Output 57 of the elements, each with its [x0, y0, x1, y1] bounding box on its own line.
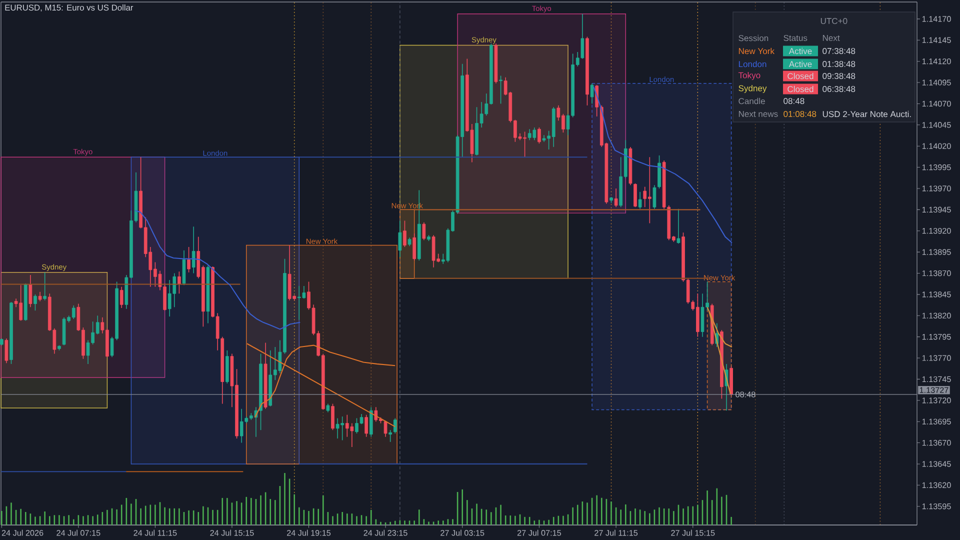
y-tick-label: 1.14095 [922, 80, 951, 86]
x-tick-label: 27 Jul 07:15 [517, 530, 562, 536]
x-tick-label: 24 Jul 23:15 [364, 530, 408, 536]
y-tick-label: 1.13620 [922, 482, 951, 488]
y-tick-label: 1.14145 [922, 37, 951, 43]
annotation: Sydney [738, 85, 767, 93]
annotation: Active [788, 60, 812, 68]
annotation: 08:48 [784, 98, 804, 104]
annotation: Closed [788, 86, 814, 92]
y-tick-label: 1.13845 [922, 292, 951, 298]
y-tick-label: 1.13995 [922, 164, 951, 170]
y-tick-label: 1.13795 [922, 334, 951, 340]
y-tick-label: 1.13770 [922, 355, 951, 361]
y-tick-label: 1.13645 [922, 461, 951, 467]
y-tick-label: 1.14020 [922, 143, 951, 149]
x-tick-label: 24 Jul 11:15 [134, 530, 177, 536]
y-tick-label: 1.14120 [922, 58, 951, 64]
ref-line-label: 1.13727 [920, 387, 948, 393]
x-tick-label: 27 Jul 11:15 [594, 530, 638, 536]
annotation: 01:08:48 [784, 110, 816, 118]
y-tick-label: 1.14170 [922, 16, 951, 22]
y-tick-label: 1.13895 [922, 249, 951, 255]
x-tick-label: 27 Jul 15:15 [671, 530, 715, 536]
annotation: Next news [738, 111, 778, 117]
annotation: USD 2-Year Note Aucti. [822, 110, 911, 118]
y-tick-label: 1.13870 [922, 270, 951, 276]
y-tick-label: 1.13820 [922, 312, 951, 319]
y-tick-label: 1.13970 [922, 186, 951, 192]
x-tick-label: 27 Jul 03:15 [440, 530, 484, 536]
y-tick-label: 1.14045 [922, 122, 951, 128]
x-tick-label: 24 Jul 15:15 [210, 530, 254, 536]
annotation: Session [738, 34, 768, 42]
y-tick-label: 1.13920 [922, 228, 951, 234]
annotation: 07:38:48 [822, 48, 856, 54]
x-tick-label: 24 Jul 19:15 [287, 530, 331, 536]
annotation: Status [784, 34, 808, 42]
y-tick-label: 1.13720 [922, 398, 951, 404]
y-tick-label: 1.13745 [922, 376, 951, 382]
annotation: 09:38:48 [822, 72, 856, 80]
y-tick-label: 1.13670 [922, 440, 951, 446]
annotation: 06:38:48 [822, 86, 856, 92]
annotation: Next [822, 35, 840, 41]
annotation: Candle [738, 98, 765, 104]
annotation: Active [788, 48, 812, 54]
y-tick-label: 1.13945 [922, 206, 951, 213]
annotation: New York [738, 48, 774, 54]
chart-title: EURUSD, M15: Euro vs US Dollar [5, 4, 134, 12]
x-tick-label: 24 Jul 07:15 [56, 530, 100, 536]
annotation: 01:38:48 [822, 60, 856, 68]
annotation: Closed [788, 72, 814, 80]
y-tick-label: 1.14070 [922, 100, 951, 107]
annotation: London [738, 60, 766, 68]
y-tick-label: 1.13595 [922, 503, 951, 510]
x-tick-label: 24 Jul 2026 [2, 530, 44, 536]
annotation: Tokyo [738, 72, 760, 80]
annotation: UTC+0 [820, 18, 848, 24]
y-tick-label: 1.13695 [922, 418, 951, 424]
